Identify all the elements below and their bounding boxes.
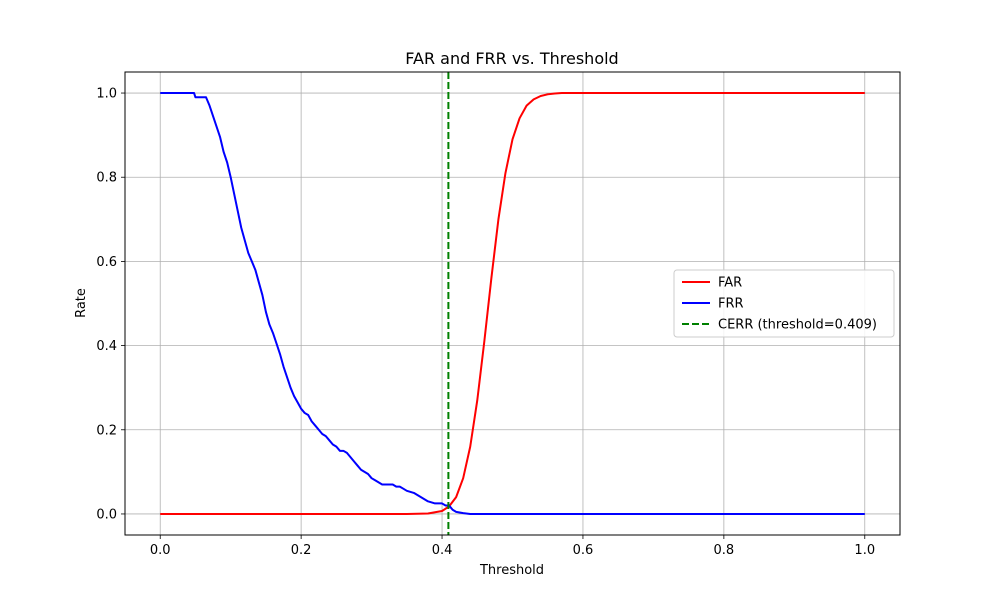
y-axis-label: Rate <box>74 288 89 318</box>
legend-entry: CERR (threshold=0.409) <box>718 318 877 333</box>
x-tick-label: 0.4 <box>432 543 453 558</box>
series-layer <box>160 72 865 535</box>
legend-box <box>673 269 895 338</box>
y-tick-label: 0.2 <box>96 423 117 438</box>
y-tick-label: 0.4 <box>96 339 117 354</box>
y-tick-label: 0.0 <box>96 507 117 522</box>
series-far-line <box>160 92 865 515</box>
x-axis-label: Threshold <box>479 563 544 578</box>
x-tick-label: 0.0 <box>150 543 171 558</box>
y-tick-label: 0.8 <box>96 171 117 186</box>
x-tick-label: 0.6 <box>573 543 594 558</box>
series-frr-line <box>160 92 865 515</box>
legend-entry: FRR <box>718 297 744 312</box>
x-tick-label: 0.2 <box>291 543 312 558</box>
legend-entry: FAR <box>718 276 742 291</box>
legend: FAR FRR CERR (threshold=0.409) <box>673 269 895 338</box>
chart-title: FAR and FRR vs. Threshold <box>405 49 618 68</box>
plot-frame <box>124 71 901 536</box>
x-tick-label: 0.8 <box>714 543 735 558</box>
y-tick-label: 0.6 <box>96 255 117 270</box>
ticks: 0.0 0.2 0.4 0.6 0.8 1.0 0.0 0.2 0.4 0.6 0.8 1.0 <box>96 87 875 558</box>
x-tick-label: 1.0 <box>854 543 875 558</box>
y-tick-label: 1.0 <box>96 87 117 102</box>
